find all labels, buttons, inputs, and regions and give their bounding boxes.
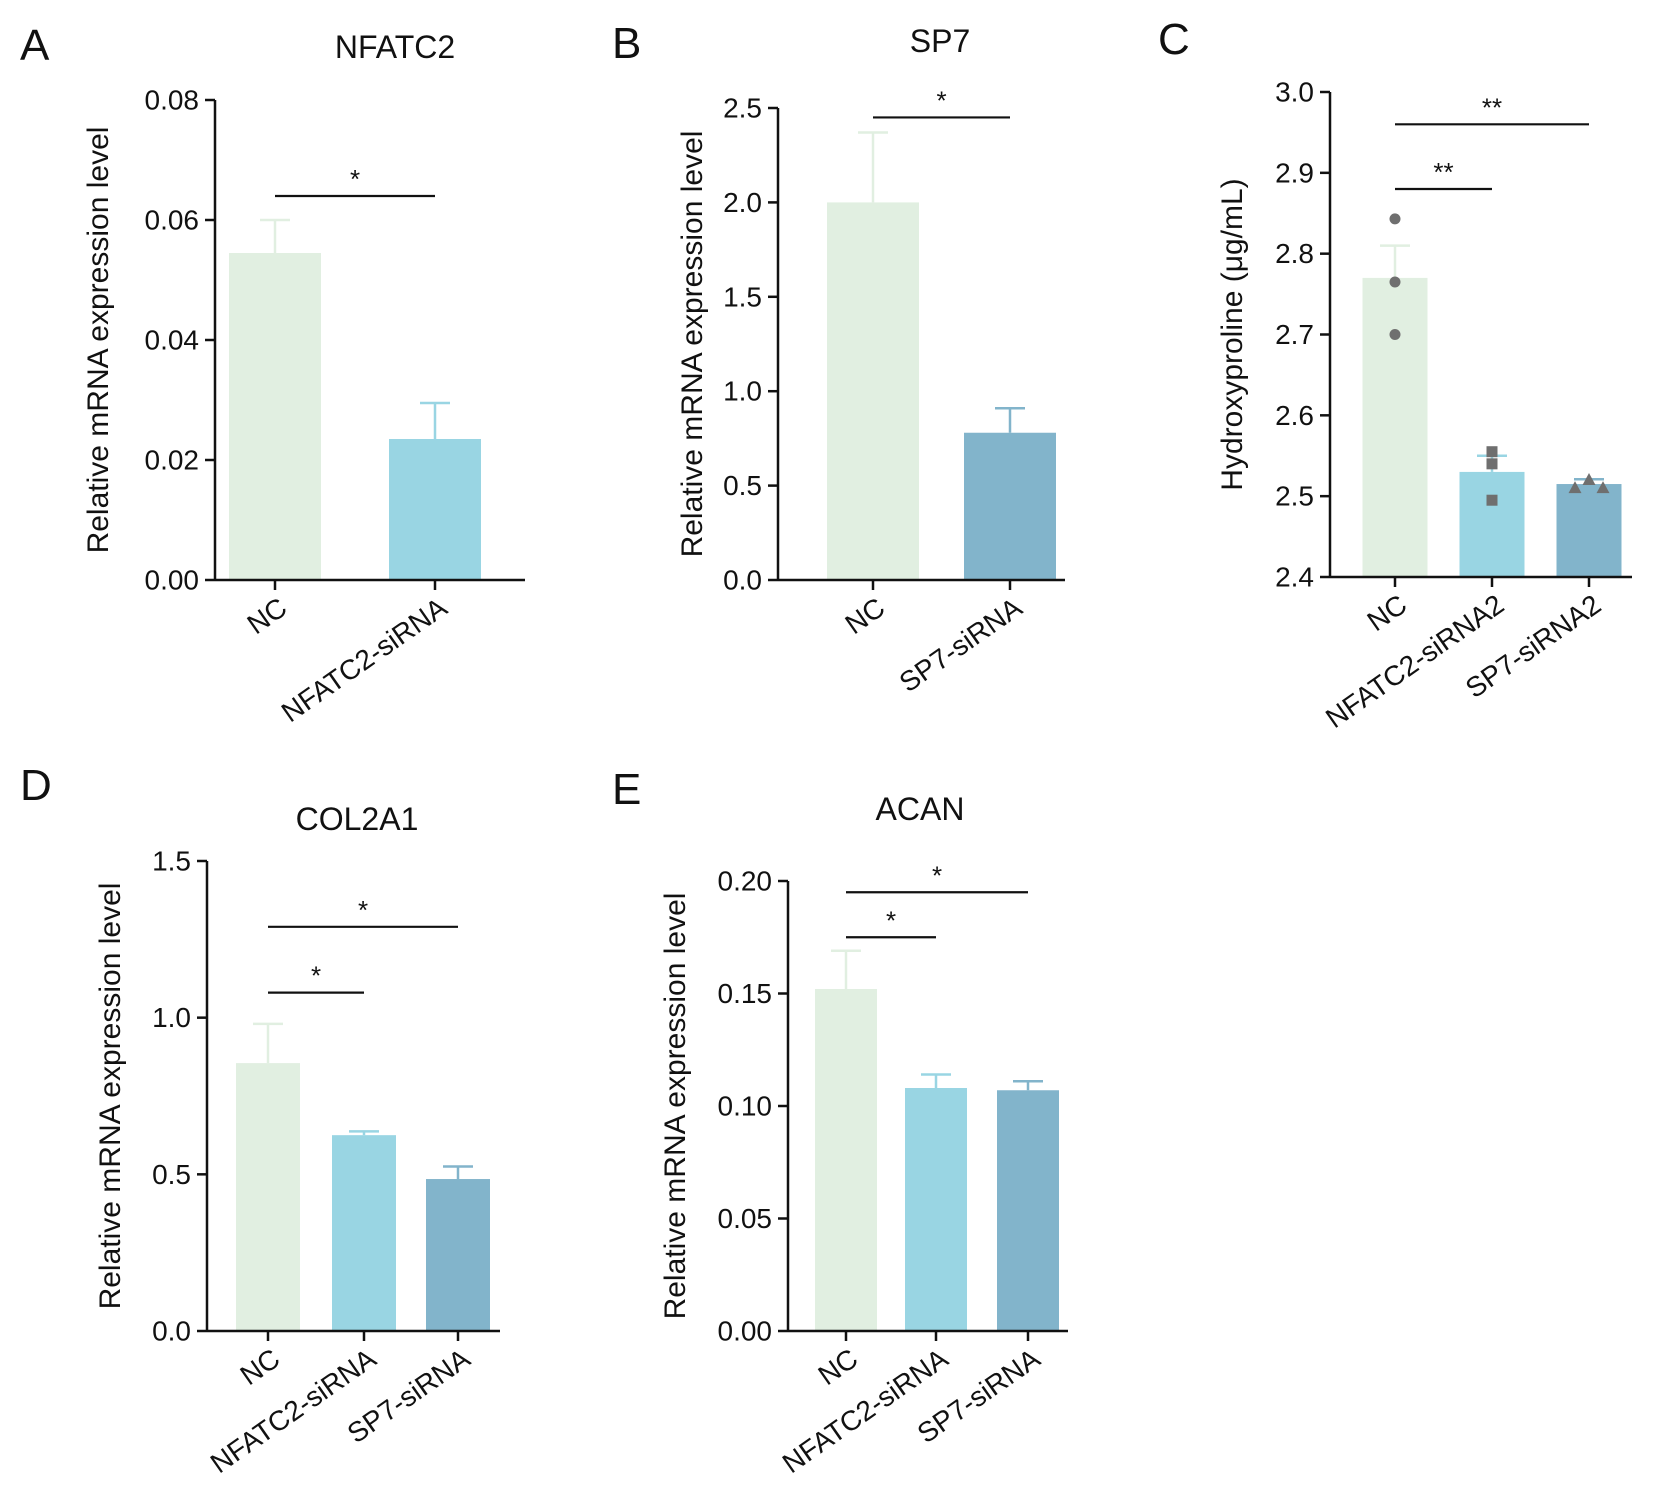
data-point [1486,446,1498,458]
y-tick-label: 2.6 [1275,400,1314,431]
category-label: NC [813,1343,864,1392]
y-tick-label: 2.5 [723,93,762,124]
y-tick-label: 1.0 [152,1002,191,1033]
data-point [1596,481,1610,494]
significance-label: * [886,905,896,935]
y-tick-label: 2.4 [1275,562,1314,593]
data-point [1389,329,1401,340]
bar [1362,277,1428,577]
data-point [1389,276,1401,288]
y-tick-label: 0.0 [723,565,762,596]
y-tick-label: 0.5 [152,1159,191,1190]
panel-letter: E [612,765,641,814]
y-tick-label: 2.5 [1275,481,1314,512]
y-tick-label: 0.15 [718,978,773,1009]
y-tick-label: 1.5 [723,281,762,312]
significance-label: * [358,895,368,925]
panel-d: D COL2A1 Relative mRNA expression level 0.0… [20,761,500,1479]
y-tick-label: 0.5 [723,470,762,501]
bar [827,202,919,580]
chart-title: ACAN [876,791,965,827]
y-tick-label: 0.06 [145,205,200,236]
y-tick-label: 0.20 [718,866,773,897]
significance-label: * [311,961,321,991]
bar [332,1135,396,1331]
y-tick-label: 0.08 [145,85,200,116]
bar [997,1090,1059,1331]
category-label: NFATC2-siRNA [276,591,453,728]
y-tick-label: 0.00 [718,1316,773,1347]
y-axis-label: Relative mRNA expression level [94,883,127,1310]
data-point [1568,481,1582,494]
category-label: SP7-siRNA [894,591,1028,698]
category-label: NC [242,592,293,641]
significance-label: * [350,164,360,194]
data-point [1486,458,1498,470]
panel-letter: B [612,19,641,68]
y-tick-label: 0.02 [145,445,200,476]
y-tick-label: 2.7 [1275,319,1314,350]
bar [1459,471,1525,577]
y-axis-label: Relative mRNA expression level [676,131,709,558]
chart-title: NFATC2 [335,29,455,65]
bar [964,432,1056,580]
y-tick-label: 3.0 [1275,77,1314,108]
panel-letter: C [1158,15,1190,64]
y-tick-label: 0.04 [145,325,200,356]
bar [905,1088,967,1331]
significance-label: * [936,85,946,115]
y-tick-label: 0.10 [718,1091,773,1122]
y-tick-label: 2.0 [723,187,762,218]
y-tick-label: 0.0 [152,1316,191,1347]
panel-b: B SP7 Relative mRNA expression level 0.0 0.5… [612,19,1065,698]
y-tick-label: 1.5 [152,846,191,877]
bar [815,989,877,1331]
bar [1556,484,1622,577]
panel-letter: A [20,21,50,70]
y-tick-label: 2.9 [1275,157,1314,188]
y-tick-label: 1.0 [723,376,762,407]
category-label: NFATC2-siRNA [777,1342,954,1479]
y-tick-label: 0.05 [718,1203,773,1234]
category-label: NC [840,592,891,641]
category-label: NFATC2-siRNA2 [1320,589,1509,735]
category-label: NFATC2-siRNA [205,1342,382,1479]
panel-a: A NFATC2 Relative mRNA expression level 0.0… [20,21,525,728]
data-point [1486,494,1498,506]
bar [236,1063,300,1331]
bar [389,439,481,580]
y-tick-label: 0.00 [145,565,200,596]
y-axis-label: Relative mRNA expression level [82,127,115,554]
data-point [1582,473,1596,485]
category-label: NC [235,1343,286,1392]
chart-title: SP7 [910,23,970,59]
y-axis-label: Hydroxyproline (μg/mL) [1216,178,1249,490]
chart-title: COL2A1 [296,801,419,837]
bar [229,253,321,580]
significance-label: ** [1482,92,1502,122]
panel-e: E ACAN Relative mRNA expression level 0.00 0… [612,765,1068,1479]
panel-letter: D [20,761,52,810]
category-label: NC [1362,589,1413,638]
y-tick-label: 2.8 [1275,238,1314,269]
panel-c: C Hydroxyproline (μg/mL) 2.4 2.5 2.6 2.7 2.8 2.… [1158,15,1632,734]
significance-label: * [932,860,942,890]
data-point [1389,213,1401,225]
y-axis-label: Relative mRNA expression level [659,893,692,1320]
significance-label: ** [1433,157,1453,187]
bar [426,1179,490,1331]
